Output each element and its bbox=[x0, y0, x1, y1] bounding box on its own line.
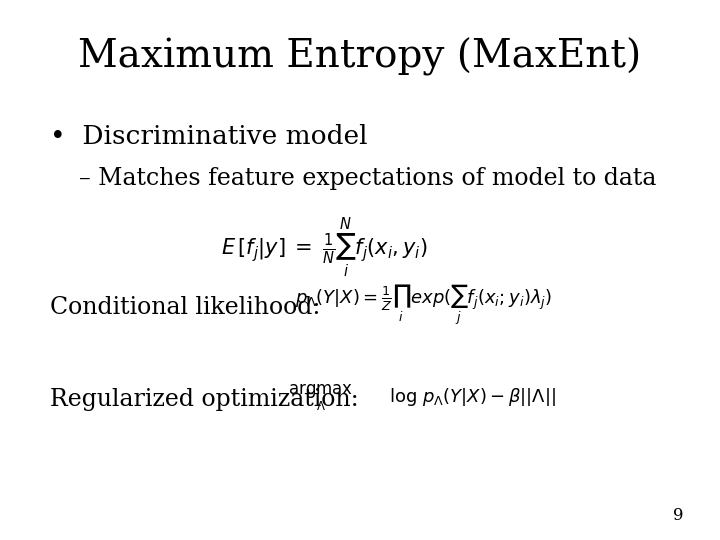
Text: Conditional likelihood:: Conditional likelihood: bbox=[50, 296, 321, 319]
Text: $E\,[f_j|y]\;=\;\frac{1}{N}\sum_i^{N} f_j(x_i, y_i)$: $E\,[f_j|y]\;=\;\frac{1}{N}\sum_i^{N} f_… bbox=[220, 216, 428, 279]
Text: 9: 9 bbox=[673, 507, 684, 524]
Text: Maximum Entropy (MaxEnt): Maximum Entropy (MaxEnt) bbox=[78, 38, 642, 76]
Text: $\underset{\Lambda}{\mathrm{argmax}}$: $\underset{\Lambda}{\mathrm{argmax}}$ bbox=[288, 381, 354, 413]
Text: $p_\Lambda(Y|X) = \frac{1}{Z}\prod_i\, exp(\sum_j f_j(x_i; y_i)\lambda_j)$: $p_\Lambda(Y|X) = \frac{1}{Z}\prod_i\, e… bbox=[295, 283, 552, 327]
Text: •  Discriminative model: • Discriminative model bbox=[50, 124, 368, 149]
Text: Regularized optimization:: Regularized optimization: bbox=[50, 388, 359, 411]
Text: $\log\, p_\Lambda(Y|X) - \beta||\Lambda||$: $\log\, p_\Lambda(Y|X) - \beta||\Lambda|… bbox=[389, 386, 556, 408]
Text: – Matches feature expectations of model to data: – Matches feature expectations of model … bbox=[79, 167, 657, 191]
